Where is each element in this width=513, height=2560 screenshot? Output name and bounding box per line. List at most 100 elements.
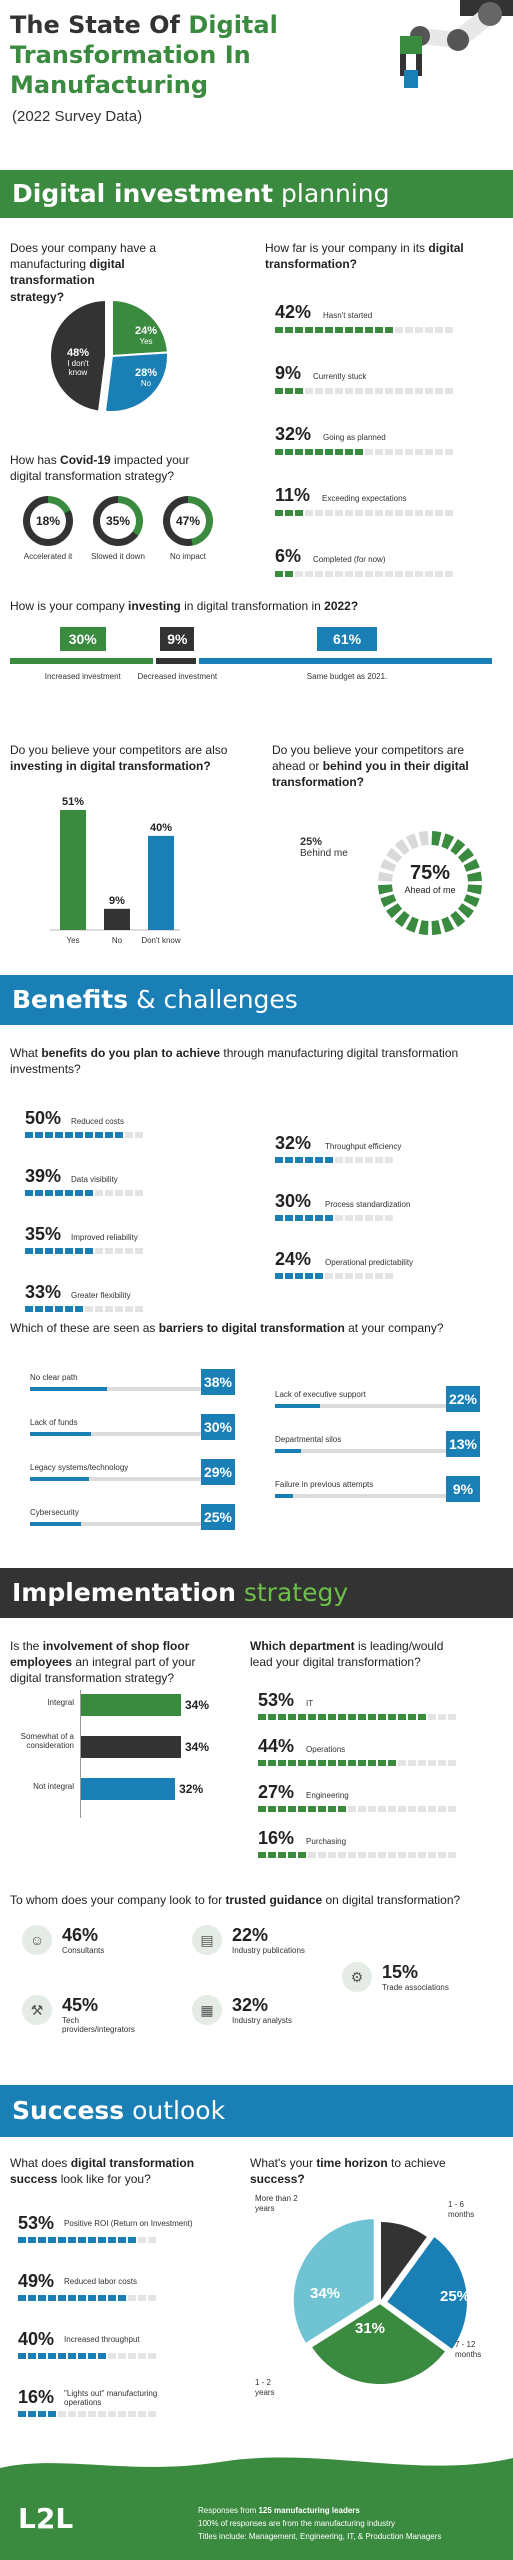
progress-row-head: 9% Currently stuck xyxy=(275,363,505,384)
progress-dots xyxy=(275,510,505,516)
progress-dot xyxy=(18,2295,26,2301)
success-pct: 40% xyxy=(18,2329,55,2349)
progress-dot xyxy=(138,2353,146,2359)
progress-pct: 42% xyxy=(275,302,312,322)
strategy-slice-i-don-t-know xyxy=(50,298,108,413)
progress-dot xyxy=(48,2353,56,2359)
progress-dot xyxy=(398,1760,406,1766)
horizon-slice-label: months xyxy=(448,2210,474,2219)
ring-segment xyxy=(450,839,466,856)
barrier-label: Failure in previous attempts xyxy=(275,1480,374,1489)
progress-dot xyxy=(55,1132,63,1138)
progress-dot xyxy=(28,2295,36,2301)
competitors-bar-label: Don't know xyxy=(141,936,181,945)
covid-item: 35% Slowed it down xyxy=(88,496,148,561)
progress-dot xyxy=(295,510,303,516)
barrier-pct: 22% xyxy=(446,1386,480,1412)
progress-dot xyxy=(345,327,353,333)
progress-dot xyxy=(315,571,323,577)
progress-dot xyxy=(78,2295,86,2301)
department-row: 16% Purchasing xyxy=(258,1828,508,1858)
progress-label: Currently stuck xyxy=(313,372,367,381)
progress-dot xyxy=(365,1157,373,1163)
progress-dot xyxy=(315,1157,323,1163)
department-label: IT xyxy=(306,1699,314,1708)
shopfloor-bar xyxy=(81,1694,181,1716)
progress-label: Exceeding expectations xyxy=(322,494,407,503)
progress-dot xyxy=(335,1273,343,1279)
benefit-row: 33% Greater flexibility xyxy=(25,1282,255,1312)
investing-label: Same budget as 2021. xyxy=(306,672,388,681)
progress-dot xyxy=(135,1306,143,1312)
progress-dot xyxy=(55,1248,63,1254)
progress-dot xyxy=(348,1852,356,1858)
progress-dot xyxy=(35,1132,43,1138)
progress-dot xyxy=(68,2237,76,2243)
progress-dot xyxy=(115,1132,123,1138)
success-label: Positive ROI (Return on Investment) xyxy=(64,2219,193,2228)
progress-dot xyxy=(345,388,353,394)
success-head: 16% "Lights out" manufacturing operations xyxy=(18,2387,243,2408)
ring-segment xyxy=(405,833,419,850)
progress-dot xyxy=(448,1806,456,1812)
progress-dot xyxy=(25,1132,33,1138)
progress-dot xyxy=(135,1132,143,1138)
benefit-row: 50% Reduced costs xyxy=(25,1108,255,1138)
progress-dot xyxy=(65,1248,73,1254)
strategy-slice-pct: 24% xyxy=(135,325,157,337)
benefit-head: 24% Operational predictability xyxy=(275,1249,505,1270)
progress-dots xyxy=(18,2411,243,2417)
progress-dot xyxy=(95,1248,103,1254)
progress-dot xyxy=(288,1714,296,1720)
barrier-row: Lack of funds 30% xyxy=(30,1414,235,1440)
guidance-label: Industry publications xyxy=(232,1946,305,1955)
department-head: 16% Purchasing xyxy=(258,1828,508,1849)
guidance-label: Industry analysts xyxy=(232,2016,293,2025)
progress-dot xyxy=(358,1714,366,1720)
barrier-label: Cybersecurity xyxy=(30,1508,79,1517)
success-row: 16% "Lights out" manufacturing operations xyxy=(18,2387,243,2417)
department-row: 44% Operations xyxy=(258,1736,508,1766)
investing-question: How is your company investing in digital… xyxy=(10,599,359,613)
benefit-head: 32% Throughput efficiency xyxy=(275,1133,505,1154)
progress-dots xyxy=(275,1215,505,1221)
department-head: 27% Engineering xyxy=(258,1782,508,1803)
progress-dot xyxy=(318,1760,326,1766)
progress-pct: 6% xyxy=(275,546,302,566)
progress-dot xyxy=(58,2237,66,2243)
department-pct: 16% xyxy=(258,1828,295,1848)
progress-dot xyxy=(385,1273,393,1279)
shopfloor-question: Is the involvement of shop floor employe… xyxy=(10,1639,196,1686)
footer-text: Responses from 125 manufacturing leaders… xyxy=(198,2506,442,2541)
progress-dot xyxy=(18,2411,26,2417)
competitors-bar-pct: 9% xyxy=(109,895,125,907)
progress-dot xyxy=(435,571,443,577)
progress-dot xyxy=(45,1306,53,1312)
progress-dot xyxy=(285,388,293,394)
benefit-label: Throughput efficiency xyxy=(325,1142,402,1151)
benefit-row: 39% Data visibility xyxy=(25,1166,255,1196)
barrier-track xyxy=(30,1432,201,1436)
competitors-ahead-ring xyxy=(378,831,482,935)
progress-dot xyxy=(428,1760,436,1766)
progress-dot xyxy=(35,1190,43,1196)
progress-dot xyxy=(348,1714,356,1720)
ring-segment xyxy=(378,884,393,895)
progress-dot xyxy=(295,388,303,394)
progress-dot xyxy=(315,1215,323,1221)
barrier-fill xyxy=(275,1494,294,1498)
ring-segment xyxy=(457,903,474,919)
progress-row-head: 42% Hasn't started xyxy=(275,302,505,323)
guidance-text: 46% Consultants xyxy=(62,1925,142,1955)
covid-ring-inner: 18% xyxy=(30,503,66,539)
progress-dot xyxy=(48,2237,56,2243)
progress-dot xyxy=(275,388,283,394)
associations-icon: ⚙ xyxy=(342,1962,372,1992)
progress-dot xyxy=(435,327,443,333)
department-question: Which department is leading/would lead y… xyxy=(250,1639,444,1670)
benefits-question: What benefits do you plan to achieve thr… xyxy=(10,1046,459,1077)
progress-dot xyxy=(325,510,333,516)
progress-dot xyxy=(78,2237,86,2243)
horizon-slice-label: More than 2 xyxy=(255,2195,298,2203)
progress-dot xyxy=(58,2353,66,2359)
